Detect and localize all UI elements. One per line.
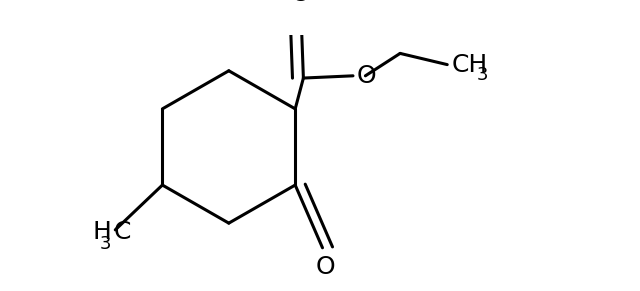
Text: H: H <box>92 220 111 244</box>
Text: O: O <box>291 0 311 6</box>
Text: O: O <box>357 64 376 88</box>
Text: C: C <box>114 220 131 244</box>
Text: 3: 3 <box>477 66 488 84</box>
Text: CH: CH <box>451 53 488 77</box>
Text: O: O <box>315 255 335 278</box>
Text: 3: 3 <box>100 235 111 253</box>
